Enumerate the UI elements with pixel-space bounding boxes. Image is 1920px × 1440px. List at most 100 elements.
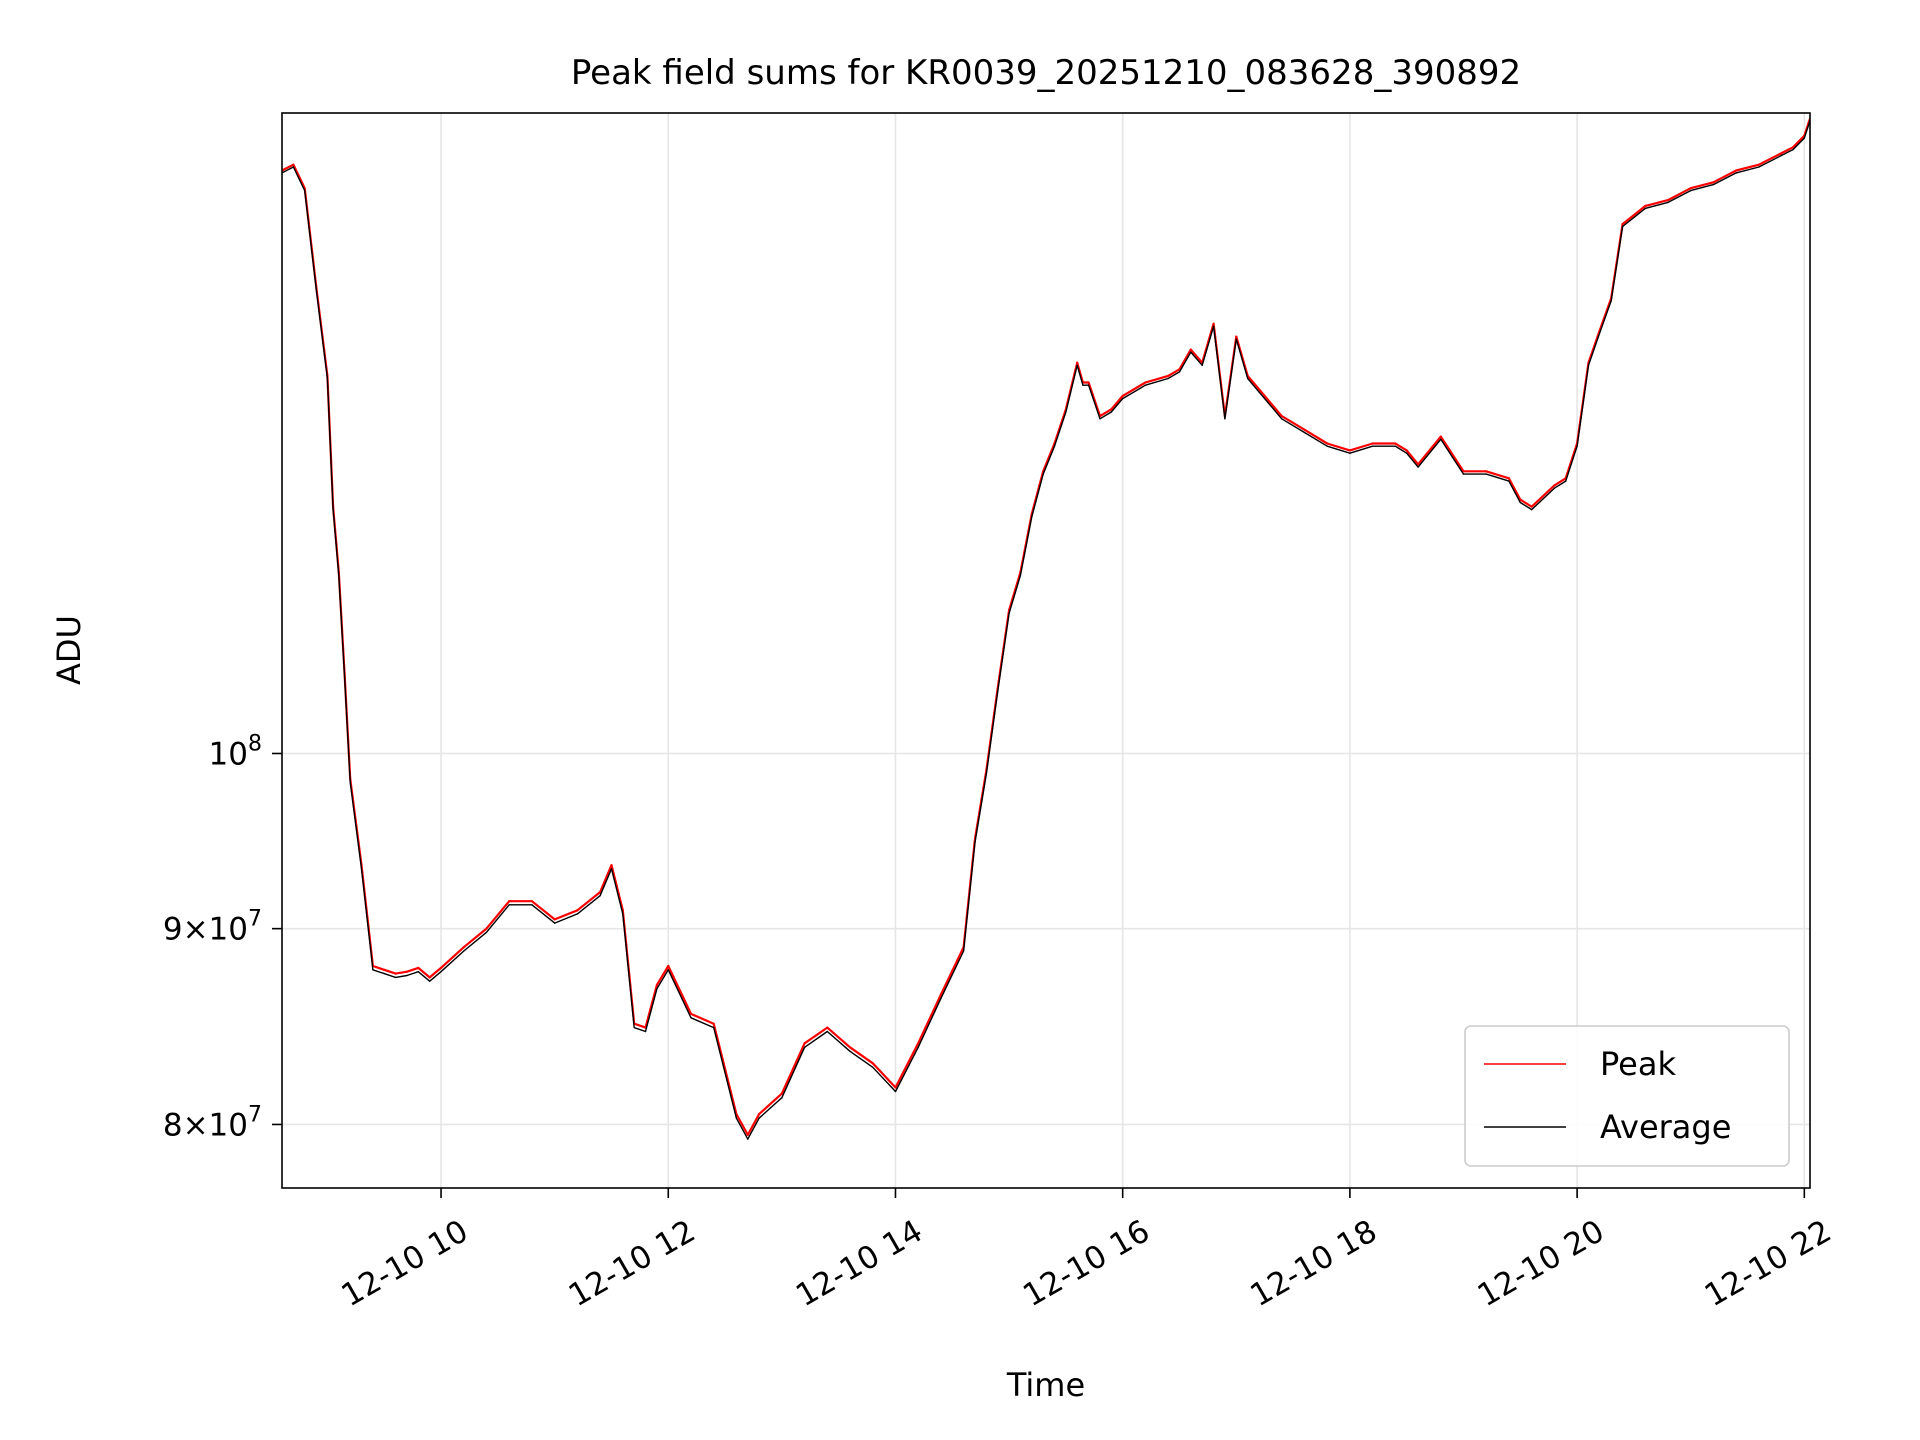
average-segment [372, 969, 385, 975]
peak-segment [383, 968, 397, 975]
peak-segment [485, 900, 511, 930]
average-segment [1246, 377, 1260, 393]
average-segment [1042, 445, 1056, 475]
average-segment [644, 988, 658, 1033]
peak-segment [871, 1062, 897, 1089]
average-segment [1087, 384, 1101, 420]
peak-segment [1348, 442, 1374, 452]
peak-segment [530, 900, 556, 921]
peak-segment [282, 163, 295, 172]
peak-segment [1110, 394, 1124, 411]
peak-segment [428, 966, 443, 979]
average-segment [803, 1030, 828, 1049]
average-segment [1303, 431, 1328, 447]
peak-segment [1201, 322, 1215, 364]
peak-segment [1166, 368, 1181, 377]
average-segment [622, 913, 635, 1029]
average-segment [826, 1030, 851, 1053]
average-segment [554, 913, 579, 924]
y-tick-label: 9×107 [163, 907, 262, 948]
average-segment [713, 1026, 738, 1119]
average-segment [633, 1026, 647, 1033]
peak-segment [1791, 134, 1806, 149]
average-segment [417, 971, 431, 982]
average-segment [406, 971, 419, 977]
peak-segment [1666, 187, 1692, 202]
average-segment [940, 950, 965, 1000]
series-average [282, 120, 1810, 1140]
average-segment [1564, 445, 1578, 482]
peak-segment [462, 927, 488, 949]
peak-segment [803, 1026, 829, 1045]
average-segment [758, 1107, 772, 1119]
average-segment [1144, 377, 1169, 386]
peak-segment [1144, 374, 1170, 384]
average-segment [667, 969, 692, 1019]
peak-segment [1280, 415, 1306, 431]
peak-segment [769, 1092, 784, 1105]
average-segment [1076, 364, 1084, 386]
peak-segment [1394, 442, 1408, 452]
peak-segment [1178, 348, 1192, 371]
peak-segment [405, 966, 420, 973]
average-segment [1349, 445, 1374, 454]
average-segment [463, 931, 488, 952]
peak-segment [1416, 435, 1442, 466]
peak-segment [1303, 428, 1329, 445]
average-segment [1417, 438, 1442, 468]
average-segment [1530, 487, 1556, 511]
average-segment [1508, 480, 1522, 504]
average-segment [849, 1050, 874, 1069]
peak-segment [667, 964, 693, 1016]
peak-segment [610, 864, 624, 912]
y-tick-label: 8×107 [163, 1102, 262, 1143]
y-axis-label: ADU [50, 615, 88, 685]
peak-segment [1564, 442, 1579, 480]
peak-segment [439, 946, 465, 970]
peak-segment [1098, 408, 1113, 418]
peak-segment [780, 1042, 806, 1095]
average-segment [1440, 438, 1465, 475]
average-segment [1008, 574, 1022, 614]
peak-segment [1587, 329, 1601, 364]
y-tick-label: 108 [209, 731, 262, 772]
average-segment [962, 841, 976, 952]
peak-segment [1507, 477, 1522, 501]
x-axis-label: Time [1006, 1366, 1085, 1404]
peak-segment [576, 890, 602, 912]
peak-segment [1712, 169, 1738, 184]
peak-segment [1689, 181, 1715, 190]
average-segment [1587, 332, 1601, 366]
average-segment [1519, 501, 1533, 511]
average-segment [394, 974, 408, 979]
average-segment [1053, 411, 1067, 447]
legend: Peak Average [1464, 1025, 1790, 1167]
peak-segment [1246, 374, 1261, 391]
average-segment [1258, 391, 1283, 420]
peak-segment [1553, 477, 1567, 487]
chart-title: Peak field sums for KR0039_20251210_0836… [571, 53, 1521, 93]
average-segment [1689, 183, 1715, 192]
peak-segment [917, 993, 943, 1045]
average-segment [1167, 371, 1181, 380]
peak-segment [1405, 449, 1420, 466]
peak-segment [292, 163, 306, 190]
peak-segment [1530, 484, 1556, 508]
peak-segment [689, 1012, 715, 1025]
peak-segment [598, 864, 613, 894]
average-segment [326, 377, 334, 511]
average-segment [1712, 172, 1737, 186]
average-segment [1485, 473, 1510, 482]
average-segment [485, 904, 510, 933]
average-segment [282, 166, 295, 174]
average-segment [1224, 338, 1238, 420]
average-segment [1803, 120, 1810, 139]
legend-label-average: Average [1600, 1108, 1731, 1146]
average-segment [1201, 325, 1215, 366]
average-segment [735, 1117, 749, 1140]
average-segment [1405, 452, 1419, 468]
series-layer [282, 117, 1810, 1140]
average-segment [338, 574, 346, 677]
peak-segment [633, 1022, 647, 1029]
average-segment [1553, 480, 1567, 489]
